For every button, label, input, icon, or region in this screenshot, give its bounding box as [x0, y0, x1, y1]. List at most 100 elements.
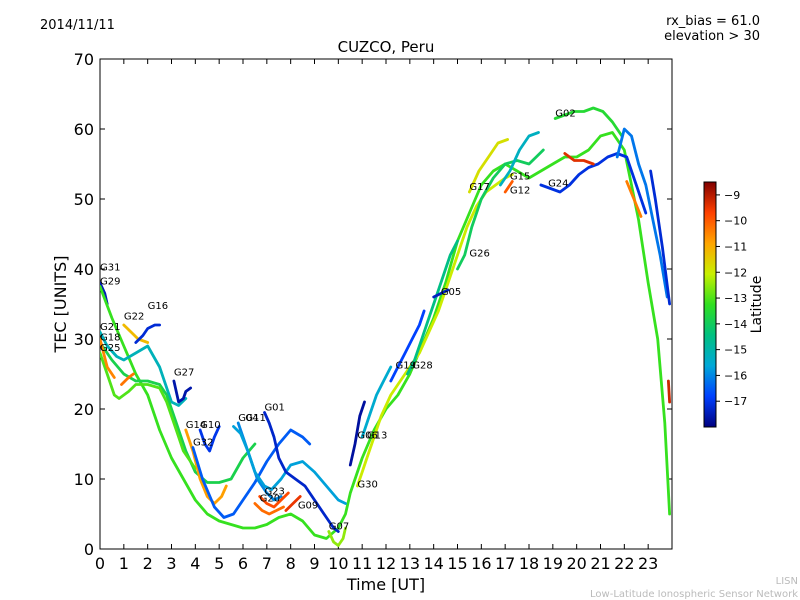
- elevation-label: elevation > 30: [664, 29, 760, 44]
- satellite-label-g30: G30: [357, 480, 377, 491]
- satellite-track-g21: [100, 330, 188, 407]
- satellite-track: [120, 372, 135, 386]
- satellite-track-g24: [539, 152, 648, 215]
- satellite-track-g09: [284, 495, 302, 512]
- colorbar-tick-label: −15: [724, 344, 747, 357]
- colorbar-tick-label: −11: [724, 240, 747, 253]
- colorbar-tick-label: −17: [724, 395, 747, 408]
- x-axis-label: Time [UT]: [346, 575, 425, 594]
- x-tick-label: 6: [238, 554, 248, 573]
- x-tick-label: 18: [519, 554, 539, 573]
- satellite-label-g17: G17: [469, 182, 489, 193]
- satellite-label-g24: G24: [548, 179, 568, 190]
- satellite-track-g10: [198, 425, 221, 453]
- rx-bias-label: rx_bias = 61.0: [666, 14, 760, 29]
- satellite-label-g11: G11: [245, 413, 265, 424]
- x-tick-label: 1: [119, 554, 129, 573]
- x-tick-label: 16: [471, 554, 491, 573]
- x-tick-label: 2: [143, 554, 153, 573]
- satellite-label-g13: G13: [367, 431, 387, 442]
- satellite-label-g12: G12: [510, 186, 530, 197]
- satellite-track-g12: [503, 180, 514, 194]
- satellite-track: [667, 379, 671, 404]
- x-tick-label: 11: [352, 554, 372, 573]
- credit-lisn: LISN: [775, 576, 798, 587]
- x-tick-label: 4: [190, 554, 200, 573]
- satellite-label-g14: G14: [186, 420, 206, 431]
- latitude-colorbar: −17 −16 −15 −14 −13 −12 −11 −10 −9 Latitude: [703, 181, 765, 428]
- series-group: [100, 106, 671, 547]
- x-tick-label: 21: [590, 554, 610, 573]
- satellite-label-g22: G22: [124, 312, 144, 323]
- satellite-track-g11: [232, 425, 347, 505]
- satellite-track-g27: [172, 379, 192, 404]
- satellite-label-g31: G31: [100, 263, 120, 274]
- date-label: 2014/11/11: [40, 18, 115, 33]
- satellite-label-g06: G06: [357, 431, 377, 442]
- satellite-track-g06: [348, 400, 366, 467]
- satellite-track-g22: [122, 323, 150, 344]
- satellite-label-g32: G32: [193, 438, 213, 449]
- satellite-label-g07: G07: [329, 522, 349, 533]
- x-tick-label: 17: [495, 554, 515, 573]
- satellite-label-g23: G23: [264, 487, 284, 498]
- satellite-label-g29: G29: [100, 277, 120, 288]
- satellite-label-g26: G26: [469, 249, 489, 260]
- x-tick-label: 14: [423, 554, 443, 573]
- x-tick-label: 7: [262, 554, 272, 573]
- x-tick-label: 13: [400, 554, 420, 573]
- x-tick-label: 5: [214, 554, 224, 573]
- colorbar-tick-label: −16: [724, 369, 747, 382]
- satellite-label-g15: G15: [510, 172, 530, 183]
- y-axis-label: TEC [UNITS]: [51, 256, 70, 354]
- satellite-label-g09: G09: [298, 501, 318, 512]
- x-tick-label: 12: [376, 554, 396, 573]
- colorbar-gradient: [703, 181, 717, 428]
- x-tick-label: 8: [286, 554, 296, 573]
- colorbar-tick-label: −9: [724, 189, 740, 202]
- satellite-track-g15: [499, 131, 540, 187]
- x-tick-label: 22: [614, 554, 634, 573]
- satellite-label-g25: G25: [100, 343, 120, 354]
- satellite-track-g26: [456, 148, 545, 271]
- chart-title: CUZCO, Peru: [337, 38, 435, 56]
- colorbar-tick-label: −12: [724, 266, 747, 279]
- satellite-track: [100, 337, 116, 379]
- x-tick-label: 9: [309, 554, 319, 573]
- x-tick-label: 23: [638, 554, 658, 573]
- satellite-label-g20: G20: [260, 494, 280, 505]
- y-tick-label: 50: [74, 190, 94, 209]
- satellite-track-g23: [258, 491, 290, 509]
- satellite-track-g32: [191, 428, 312, 519]
- satellite-label-g04: G04: [238, 413, 258, 424]
- satellite-label-g27: G27: [174, 368, 194, 379]
- satellite-label-g01: G01: [264, 403, 284, 414]
- x-tick-label: 19: [543, 554, 563, 573]
- satellite-label-g18: G18: [100, 333, 120, 344]
- satellite-track: [615, 127, 669, 299]
- y-tick-label: 20: [74, 400, 94, 419]
- y-tick-label: 60: [74, 120, 94, 139]
- satellite-track: [563, 152, 595, 166]
- satellite-track: [649, 169, 671, 306]
- x-tick-label: 3: [166, 554, 176, 573]
- y-tick-label: 0: [84, 540, 94, 559]
- satellite-track-g01: [263, 411, 340, 533]
- y-tick-label: 10: [74, 470, 94, 489]
- satellite-label-g21: G21: [100, 322, 120, 333]
- satellite-label-g16: G16: [148, 301, 168, 312]
- y-tick-label: 70: [74, 50, 94, 69]
- colorbar-tick-label: −13: [724, 292, 747, 305]
- satellite-track-g07: [327, 526, 347, 547]
- satellite-track-g19: [389, 309, 426, 383]
- x-tick-label: 10: [328, 554, 348, 573]
- satellite-label-g28: G28: [412, 361, 432, 372]
- satellite-label-g19: G19: [396, 361, 416, 372]
- colorbar-tick-label: −14: [724, 318, 747, 331]
- y-tick-label: 30: [74, 330, 94, 349]
- x-tick-label: 20: [566, 554, 586, 573]
- y-tick-label: 40: [74, 260, 94, 279]
- colorbar-tick-label: −10: [724, 215, 747, 228]
- satellite-track-g16: [134, 323, 161, 344]
